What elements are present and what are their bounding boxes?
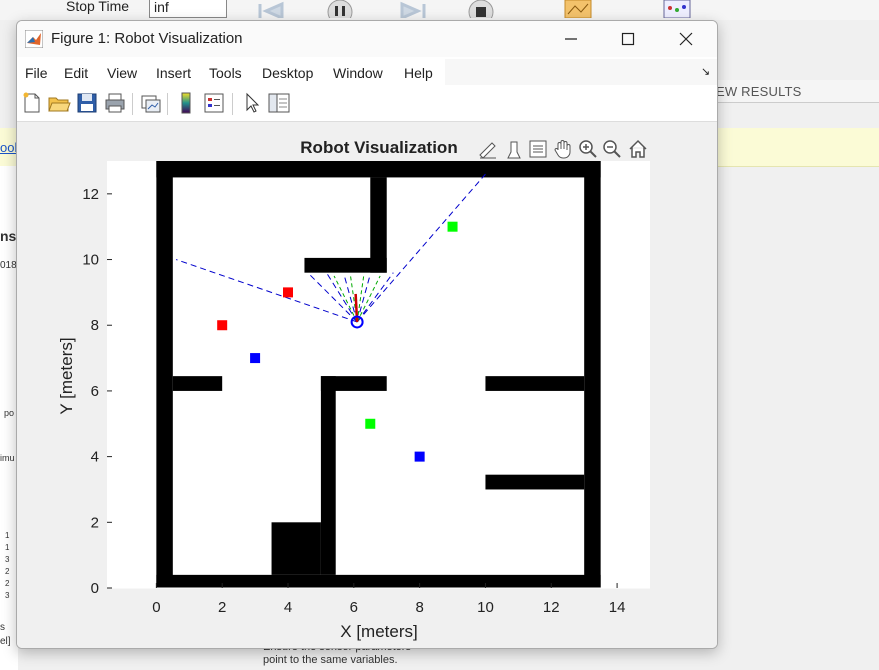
left-fragment: 1 <box>5 531 10 540</box>
dock-arrow-icon[interactable]: ↘ <box>701 66 711 78</box>
banner-link[interactable]: ool <box>0 140 18 155</box>
property-editor-icon[interactable] <box>267 91 291 115</box>
help-text-line: point to the same variables. <box>263 654 398 666</box>
left-fragment: 1 <box>5 543 10 552</box>
menu-insert[interactable]: Insert <box>156 65 192 81</box>
menu-tools[interactable]: Tools <box>209 65 242 81</box>
step-forward-icon[interactable] <box>398 0 428 18</box>
menu-bar-filler <box>445 59 717 85</box>
left-fragment: 3 <box>5 591 10 600</box>
minimize-button[interactable] <box>551 25 591 53</box>
edit-plot-icon[interactable] <box>240 91 264 115</box>
window-title: Figure 1: Robot Visualization <box>51 30 243 47</box>
data-tips-icon[interactable] <box>503 138 525 160</box>
restore-view-icon[interactable] <box>527 138 549 160</box>
menu-desktop[interactable]: Desktop <box>262 65 314 81</box>
review-results-tab[interactable]: EW RESULTS <box>716 84 802 99</box>
left-fragment: el] <box>0 636 11 647</box>
background-toolbar: Stop Time inf <box>0 0 879 20</box>
colorbar-icon[interactable] <box>174 91 198 115</box>
maximize-button[interactable] <box>608 25 648 53</box>
background-left-panel <box>0 166 18 670</box>
close-button[interactable] <box>666 25 706 53</box>
print-icon[interactable] <box>103 91 127 115</box>
zoom-in-icon[interactable] <box>577 138 599 160</box>
pause-icon[interactable] <box>325 0 355 18</box>
left-fragment: po <box>4 408 15 418</box>
left-fragment: 2 <box>5 567 10 576</box>
figure-toolbar <box>17 85 717 122</box>
figure-canvas <box>17 122 717 648</box>
zoom-out-icon[interactable] <box>601 138 623 160</box>
left-fragment: ns <box>0 228 17 244</box>
left-fragment: s <box>0 622 5 633</box>
data-inspector-icon[interactable] <box>662 0 692 18</box>
pan-icon[interactable] <box>552 138 574 160</box>
stop-icon[interactable] <box>466 0 496 18</box>
menu-edit[interactable]: Edit <box>64 65 89 81</box>
menu-window[interactable]: Window <box>333 65 383 81</box>
minimize-icon <box>565 38 577 40</box>
menu-view[interactable]: View <box>107 65 138 81</box>
matlab-logo-icon <box>25 30 43 48</box>
legend-icon[interactable] <box>202 91 226 115</box>
menu-help[interactable]: Help <box>404 65 433 81</box>
left-fragment: imu <box>0 453 15 463</box>
left-fragment: 018 <box>0 260 17 271</box>
save-icon[interactable] <box>75 91 99 115</box>
brush-export-icon[interactable] <box>477 138 499 160</box>
link-plot-icon[interactable] <box>139 91 163 115</box>
title-bar[interactable]: Figure 1: Robot Visualization <box>17 21 717 57</box>
background-tab-bar <box>716 80 879 103</box>
new-figure-icon[interactable] <box>20 91 44 115</box>
open-file-icon[interactable] <box>47 91 71 115</box>
stop-time-input[interactable]: inf <box>149 0 227 18</box>
scope-icon[interactable] <box>563 0 593 18</box>
figure-window: Figure 1: Robot Visualization File Edit … <box>16 20 718 649</box>
toolbar-separator <box>132 93 133 115</box>
menu-file[interactable]: File <box>25 65 48 81</box>
home-icon[interactable] <box>627 138 649 160</box>
toolbar-separator <box>232 93 233 115</box>
left-fragment: 3 <box>5 555 10 564</box>
step-back-icon[interactable] <box>256 0 286 18</box>
maximize-icon <box>621 32 635 46</box>
stop-time-label: Stop Time <box>66 0 130 14</box>
toolbar-separator <box>167 93 168 115</box>
left-fragment: 2 <box>5 579 10 588</box>
close-icon <box>679 32 693 46</box>
